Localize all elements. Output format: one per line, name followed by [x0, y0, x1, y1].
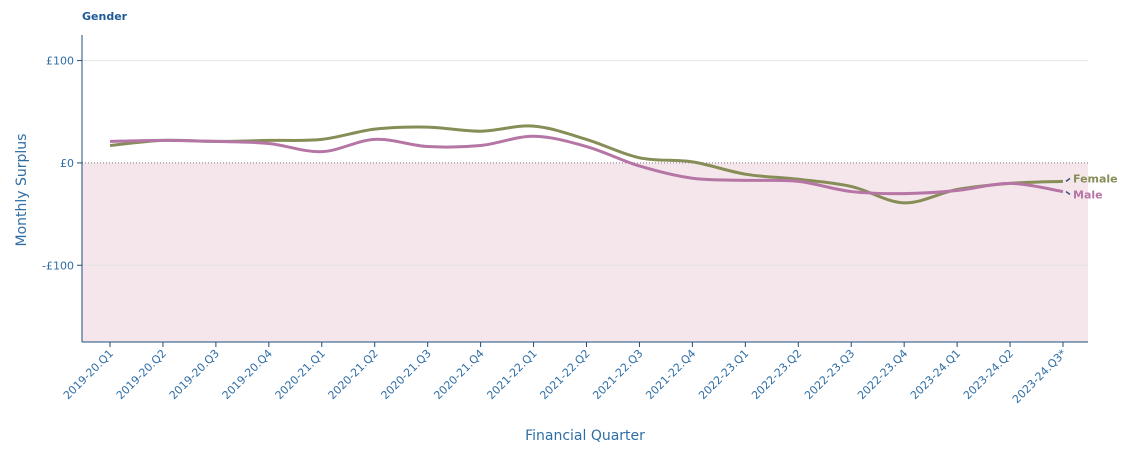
x-tick-label: 2020-21.Q2	[326, 347, 381, 402]
x-tick-label: 2021-22.Q4	[643, 347, 698, 402]
x-tick-label: 2022-23.Q2	[749, 347, 804, 402]
x-tick-label: 2023-24.Q3*	[1010, 347, 1069, 406]
label-leader	[1065, 190, 1071, 196]
x-tick-label: 2019-20.Q2	[114, 347, 169, 402]
x-tick-label: 2019-20.Q3	[167, 347, 222, 402]
x-tick-label: 2023-24.Q1	[908, 347, 963, 402]
x-tick-label: 2021-22.Q3	[590, 347, 645, 402]
x-tick-label: 2019-20.Q4	[220, 347, 275, 402]
x-axis-title: Financial Quarter	[525, 428, 645, 444]
x-tick-label: 2021-22.Q2	[537, 347, 592, 402]
x-tick-label: 2020-21.Q1	[273, 347, 328, 402]
series-label: Female	[1073, 172, 1118, 185]
negative-region	[82, 162, 1088, 342]
y-tick-label: £0	[60, 157, 74, 170]
y-tick-label: -£100	[42, 259, 74, 272]
y-axis-title: Monthly Surplus	[14, 134, 30, 247]
x-tick-label: 2022-23.Q3	[802, 347, 857, 402]
x-tick-label: 2019-20.Q1	[61, 347, 116, 402]
x-tick-label: 2022-23.Q4	[855, 347, 910, 402]
x-tick-label: 2021-22.Q1	[484, 347, 539, 402]
chart-title: Gender	[82, 10, 128, 23]
x-tick-label: 2020-21.Q3	[379, 347, 434, 402]
series-label: Male	[1073, 188, 1103, 201]
y-tick-label: £100	[46, 55, 74, 68]
x-tick-label: 2023-24.Q2	[961, 347, 1016, 402]
series-line	[109, 134, 1064, 196]
label-leader	[1065, 177, 1071, 182]
series-line	[109, 124, 1064, 205]
x-tick-label: 2022-23.Q1	[696, 347, 751, 402]
x-tick-label: 2020-21.Q4	[431, 347, 486, 402]
